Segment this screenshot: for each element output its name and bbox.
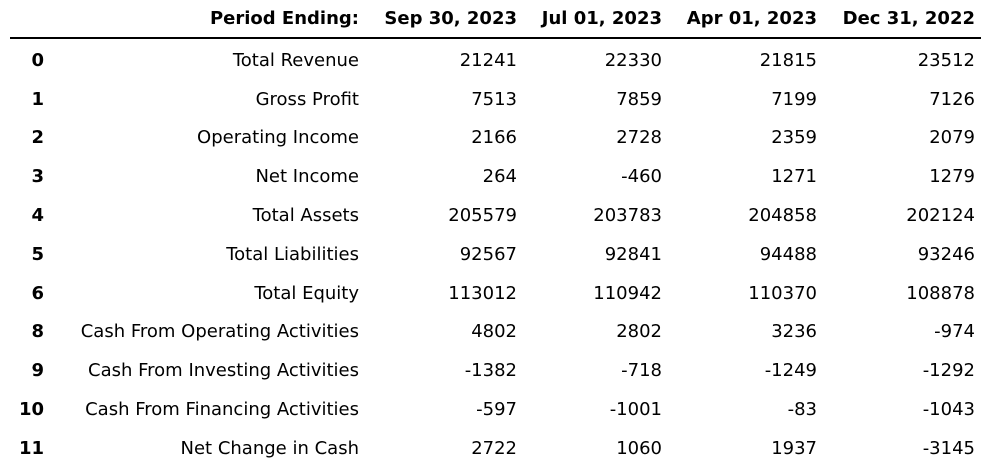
period-header: Apr 01, 2023 bbox=[668, 0, 823, 39]
value-cell: 94488 bbox=[759, 243, 817, 265]
value-cell: 2166 bbox=[471, 127, 517, 149]
row-label: Cash From Investing Activities bbox=[88, 360, 359, 382]
value-cell: 7199 bbox=[771, 88, 817, 110]
value-cell: 2359 bbox=[771, 127, 817, 149]
value-cell: 1271 bbox=[771, 166, 817, 188]
value-cell: 108878 bbox=[906, 282, 975, 304]
table-row: 11 Net Change in Cash 2722 1060 1937 -3145 bbox=[10, 429, 981, 468]
value-cell: 2728 bbox=[616, 127, 662, 149]
value-cell: 2079 bbox=[929, 127, 975, 149]
value-cell: 7513 bbox=[471, 88, 517, 110]
value-cell: 93246 bbox=[917, 243, 975, 265]
value-cell: 1279 bbox=[929, 166, 975, 188]
row-label: Net Change in Cash bbox=[180, 437, 359, 459]
value-cell: -1292 bbox=[922, 360, 975, 382]
table-row: 4 Total Assets 205579 203783 204858 202124 bbox=[10, 196, 981, 235]
row-index: 11 bbox=[18, 437, 44, 459]
row-label: Net Income bbox=[255, 166, 359, 188]
row-label: Gross Profit bbox=[255, 88, 359, 110]
table-row: 5 Total Liabilities 92567 92841 94488 93246 bbox=[10, 235, 981, 274]
value-cell: -718 bbox=[621, 360, 662, 382]
row-label: Operating Income bbox=[197, 127, 359, 149]
row-index: 2 bbox=[31, 127, 44, 149]
financial-summary-table: Period Ending: Sep 30, 2023 Jul 01, 2023… bbox=[10, 0, 981, 468]
row-label: Total Assets bbox=[252, 205, 359, 227]
value-cell: 113012 bbox=[448, 282, 517, 304]
table-row: 8 Cash From Operating Activities 4802 2802 3… bbox=[10, 313, 981, 352]
value-cell: -974 bbox=[934, 321, 975, 343]
value-cell: -1382 bbox=[464, 360, 517, 382]
value-cell: -1249 bbox=[764, 360, 817, 382]
table-row: 2 Operating Income 2166 2728 2359 2079 bbox=[10, 119, 981, 158]
row-index: 4 bbox=[31, 205, 44, 227]
table-row: 10 Cash From Financing Activities -597 -100… bbox=[10, 390, 981, 429]
value-cell: -1001 bbox=[609, 399, 662, 421]
row-index: 5 bbox=[31, 243, 44, 265]
value-cell: 110370 bbox=[748, 282, 817, 304]
row-index: 0 bbox=[31, 49, 44, 71]
value-cell: 21241 bbox=[459, 49, 517, 71]
value-cell: 7859 bbox=[616, 88, 662, 110]
row-label: Total Revenue bbox=[232, 49, 359, 71]
table-row: 1 Gross Profit 7513 7859 7199 7126 bbox=[10, 80, 981, 119]
table-row: 3 Net Income 264 -460 1271 1279 bbox=[10, 157, 981, 196]
table-body: 0 Total Revenue 21241 22330 21815 23512 1 Gross… bbox=[10, 38, 981, 468]
value-cell: 1060 bbox=[616, 437, 662, 459]
table-row: 0 Total Revenue 21241 22330 21815 23512 bbox=[10, 38, 981, 80]
value-cell: 4802 bbox=[471, 321, 517, 343]
value-cell: 110942 bbox=[593, 282, 662, 304]
header-row: Period Ending: Sep 30, 2023 Jul 01, 2023… bbox=[10, 0, 981, 39]
table-row: 6 Total Equity 113012 110942 110370 108878 bbox=[10, 274, 981, 313]
value-cell: 22330 bbox=[604, 49, 662, 71]
table-header: Period Ending: Sep 30, 2023 Jul 01, 2023… bbox=[10, 0, 981, 39]
value-cell: 92841 bbox=[604, 243, 662, 265]
value-cell: 264 bbox=[482, 166, 517, 188]
value-cell: 204858 bbox=[748, 205, 817, 227]
value-cell: -3145 bbox=[922, 437, 975, 459]
row-index: 8 bbox=[31, 321, 44, 343]
row-label: Cash From Operating Activities bbox=[80, 321, 359, 343]
value-cell: 205579 bbox=[448, 205, 517, 227]
value-cell: -83 bbox=[787, 399, 817, 421]
row-label: Cash From Financing Activities bbox=[85, 399, 359, 421]
period-header: Dec 31, 2022 bbox=[823, 0, 981, 39]
value-cell: 203783 bbox=[593, 205, 662, 227]
value-cell: -597 bbox=[476, 399, 517, 421]
period-ending-header: Period Ending: bbox=[48, 0, 365, 39]
index-header bbox=[10, 0, 48, 39]
value-cell: -460 bbox=[621, 166, 662, 188]
row-index: 10 bbox=[18, 399, 44, 421]
row-label: Total Equity bbox=[254, 282, 359, 304]
value-cell: 2802 bbox=[616, 321, 662, 343]
row-label: Total Liabilities bbox=[226, 243, 359, 265]
row-index: 3 bbox=[31, 166, 44, 188]
period-header: Sep 30, 2023 bbox=[365, 0, 523, 39]
value-cell: 7126 bbox=[929, 88, 975, 110]
value-cell: 1937 bbox=[771, 437, 817, 459]
value-cell: 23512 bbox=[917, 49, 975, 71]
table-row: 9 Cash From Investing Activities -1382 -718… bbox=[10, 351, 981, 390]
row-index: 1 bbox=[31, 88, 44, 110]
value-cell: 3236 bbox=[771, 321, 817, 343]
row-index: 9 bbox=[31, 360, 44, 382]
value-cell: 92567 bbox=[459, 243, 517, 265]
value-cell: 202124 bbox=[906, 205, 975, 227]
row-index: 6 bbox=[31, 282, 44, 304]
value-cell: -1043 bbox=[922, 399, 975, 421]
value-cell: 2722 bbox=[471, 437, 517, 459]
value-cell: 21815 bbox=[759, 49, 817, 71]
period-header: Jul 01, 2023 bbox=[523, 0, 668, 39]
